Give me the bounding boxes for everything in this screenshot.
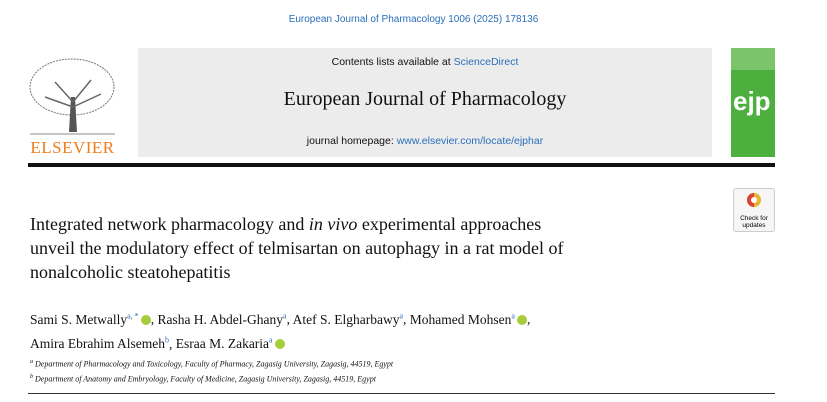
check-icon <box>747 193 761 207</box>
affiliation-text: Department of Pharmacology and Toxicolog… <box>35 359 394 369</box>
contents-prefix: Contents lists available at <box>331 56 454 68</box>
orcid-icon[interactable] <box>140 314 151 325</box>
journal-cover[interactable]: ejp <box>731 48 775 157</box>
title-text: unveil the modulatory effect of telmisar… <box>30 238 564 258</box>
affiliation-mark: a <box>269 335 273 345</box>
cover-logo: ejp <box>733 86 771 116</box>
author-name: Rasha H. Abdel-Ghany <box>157 311 284 327</box>
orcid-icon[interactable] <box>274 339 285 349</box>
separator: , <box>286 311 290 327</box>
article-title: Integrated network pharmacology and in v… <box>30 212 564 284</box>
title-line: unveil the modulatory effect of telmisar… <box>30 236 564 260</box>
sciencedirect-link[interactable]: ScienceDirect <box>453 56 519 68</box>
journal-title: European Journal of Pharmacology <box>283 88 567 110</box>
author[interactable]: Sami S. Metwallya, * <box>30 311 151 327</box>
affiliation-text: Department of Anatomy and Embryology, Fa… <box>35 374 376 384</box>
title-text: nonalcoholic steatohepatitis <box>30 262 231 282</box>
citation[interactable]: European Journal of Pharmacology 1006 (2… <box>288 14 539 25</box>
author[interactable]: Atef S. Elgharbawya <box>292 311 404 327</box>
affiliation: a Department of Pharmacology and Toxicol… <box>30 356 393 371</box>
title-line: nonalcoholic steatohepatitis <box>30 260 564 284</box>
affiliation-mark: a, * <box>127 311 139 320</box>
check-label: Check for updates <box>740 215 768 229</box>
header-rule <box>28 163 775 167</box>
author-name: Amira Ebrahim Alsemeh <box>30 336 165 351</box>
title-line: Integrated network pharmacology and in v… <box>30 212 564 236</box>
homepage-link[interactable]: www.elsevier.com/locate/ejphar <box>396 135 544 147</box>
homepage-prefix: journal homepage: <box>306 135 397 147</box>
separator: , <box>150 311 155 327</box>
affiliation-label: b <box>30 373 33 380</box>
affiliation-mark: b <box>164 335 169 345</box>
author[interactable]: Amira Ebrahim Alsemehb <box>30 335 169 352</box>
author[interactable]: Mohamed Mohsena <box>409 311 527 327</box>
title-text: experimental approaches <box>357 214 542 234</box>
separator: , <box>168 336 173 351</box>
separator: , <box>403 311 407 327</box>
contents-line: Contents lists available at ScienceDirec… <box>138 56 712 68</box>
orcid-icon[interactable] <box>516 314 527 325</box>
affiliation-mark: a <box>399 311 404 320</box>
cover-band <box>731 48 775 70</box>
separator: , <box>526 311 531 327</box>
author-name: Sami S. Metwally <box>30 311 128 327</box>
affiliations: a Department of Pharmacology and Toxicol… <box>30 356 393 385</box>
elsevier-tree-logo <box>25 52 120 135</box>
author[interactable]: Esraa M. Zakariaa <box>176 336 285 351</box>
publisher: ELSEVIER <box>30 138 115 157</box>
title-text: Integrated network pharmacology and <box>30 214 309 234</box>
author-name: Esraa M. Zakaria <box>175 336 270 351</box>
affiliation-mark: a <box>511 311 515 320</box>
check-for-updates[interactable]: Check for updates <box>733 188 775 232</box>
author-name: Atef S. Elgharbawy <box>292 311 400 327</box>
affiliation-mark: a <box>283 311 287 320</box>
affiliation-label: a <box>30 359 33 365</box>
author-name: Mohamed Mohsen <box>409 311 512 327</box>
author[interactable]: Rasha H. Abdel-Ghanya <box>157 311 287 327</box>
bottom-rule <box>28 393 775 394</box>
affiliation: b Department of Anatomy and Embryology, … <box>30 371 393 386</box>
homepage-line: journal homepage: www.elsevier.com/locat… <box>138 135 712 147</box>
title-text: in vivo <box>308 214 358 234</box>
journal-banner: Contents lists available at ScienceDirec… <box>138 48 712 157</box>
author-list: Sami S. Metwallya, *, Rasha H. Abdel-Gha… <box>30 305 530 354</box>
